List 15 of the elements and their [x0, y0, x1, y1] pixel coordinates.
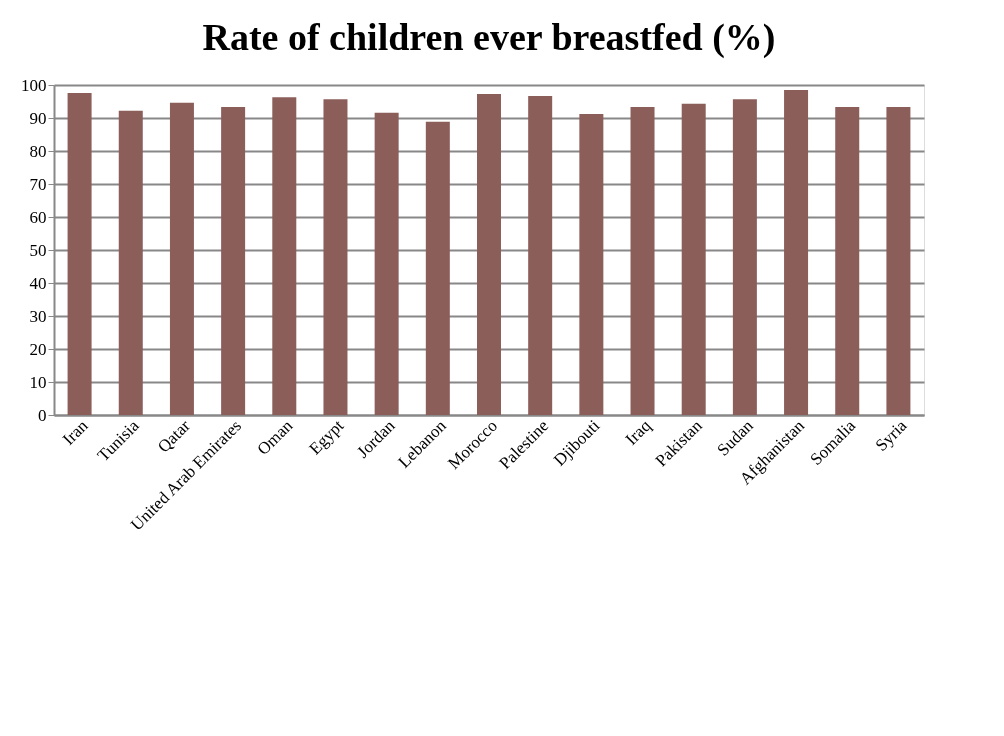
- y-tick-label: 50: [29, 240, 47, 260]
- x-tick-label: Iran: [58, 415, 92, 449]
- x-tick-label: Syria: [871, 415, 911, 455]
- y-tick-label: 20: [29, 339, 47, 359]
- y-tick-label: 40: [29, 273, 47, 293]
- y-tick-label: 80: [29, 141, 47, 161]
- x-tick-label: Iraq: [621, 415, 655, 449]
- y-tick-label: 0: [38, 405, 47, 425]
- y-tick-label: 100: [21, 75, 47, 95]
- y-tick-label: 60: [29, 207, 47, 227]
- y-tick-label: 10: [29, 372, 47, 392]
- chart-title: Rate of children ever breastfed (%): [202, 16, 776, 59]
- y-tick-label: 90: [29, 108, 47, 128]
- y-tick-label: 70: [29, 174, 47, 194]
- y-tick-label: 30: [29, 306, 47, 326]
